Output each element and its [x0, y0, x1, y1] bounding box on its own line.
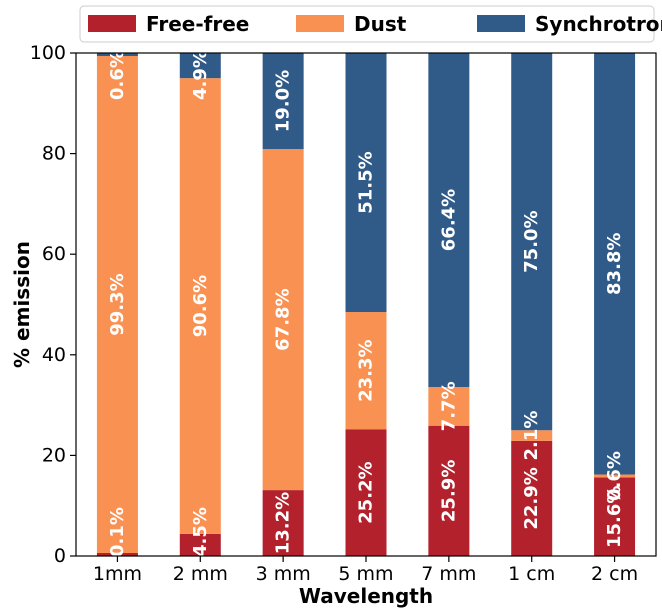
- bar-label-synchrotron-4: 66.4%: [438, 189, 459, 251]
- legend-swatch-synchrotron: [477, 15, 525, 32]
- legend-swatch-free-free: [88, 15, 136, 32]
- x-axis-title: Wavelength: [299, 584, 433, 608]
- bar-label-dust-5: 2.1%: [521, 411, 542, 461]
- bar-synchrotron-6: [594, 53, 636, 475]
- bar-label-free-free-4: 25.9%: [438, 460, 459, 522]
- bar-free-free-6: [594, 477, 636, 556]
- x-tick-label: 2 cm: [591, 563, 638, 585]
- bar-dust-3: [345, 312, 387, 430]
- bar-synchrotron-2: [262, 53, 304, 150]
- y-tick-label: 20: [42, 444, 66, 466]
- bar-dust-5: [511, 430, 553, 441]
- bar-dust-0: [96, 56, 138, 553]
- bar-label-dust-3: 23.3%: [356, 339, 377, 401]
- bar-label-dust-6: 0.6%: [604, 451, 625, 501]
- x-tick-label: 3 mm: [256, 563, 311, 585]
- bar-label-synchrotron-2: 19.0%: [273, 70, 294, 132]
- bar-label-dust-4: 7.7%: [438, 381, 459, 431]
- legend-label-free-free: Free-free: [146, 12, 249, 36]
- bar-dust-1: [179, 78, 221, 534]
- bar-label-synchrotron-5: 75.0%: [521, 210, 542, 272]
- y-tick-label: 100: [30, 42, 66, 64]
- bar-label-dust-0: 99.3%: [107, 273, 128, 335]
- legend: Free-free Dust Synchrotron: [79, 5, 662, 43]
- y-axis-title: % emission: [10, 241, 34, 368]
- y-axis: 0 20 40 60 80 100: [30, 42, 76, 567]
- bar-label-free-free-0: 0.1%: [107, 507, 128, 557]
- bar-free-free-0: [96, 552, 138, 556]
- bar-label-free-free-6: 15.6%: [604, 486, 625, 548]
- y-tick-label: 60: [42, 243, 66, 265]
- bar-label-dust-1: 90.6%: [190, 275, 211, 337]
- bar-synchrotron-5: [511, 53, 553, 431]
- bar-dust-2: [262, 149, 304, 491]
- bar-label-free-free-1: 4.5%: [190, 507, 211, 557]
- bar-dust-4: [428, 386, 470, 426]
- bar-synchrotron-3: [345, 53, 387, 313]
- bar-label-free-free-5: 22.9%: [521, 467, 542, 529]
- bar-synchrotron-4: [428, 53, 470, 387]
- x-tick-label: 5 mm: [338, 563, 393, 585]
- x-tick-label: 2 mm: [173, 563, 228, 585]
- bar-label-synchrotron-0: 0.6%: [107, 50, 128, 100]
- x-axis: 1mm 2 mm 3 mm 5 mm 7 mm 1 cm 2 cm: [93, 556, 638, 585]
- bar-synchrotron-0: [96, 53, 138, 57]
- bar-synchrotron-1: [179, 53, 221, 79]
- y-tick-label: 0: [54, 545, 66, 567]
- bars: [96, 53, 636, 556]
- bar-free-free-1: [179, 533, 221, 556]
- legend-label-dust: Dust: [354, 12, 407, 36]
- x-tick-label: 1 cm: [508, 563, 555, 585]
- bar-label-free-free-2: 13.2%: [273, 492, 294, 554]
- x-tick-label: 7 mm: [421, 563, 476, 585]
- bar-free-free-2: [262, 490, 304, 556]
- bar-label-dust-2: 67.8%: [273, 288, 294, 350]
- bar-labels: 0.1% 99.3% 0.6% 4.5% 90.6% 4.9% 13.2% 67.8% 19.0…: [107, 50, 625, 557]
- bar-free-free-3: [345, 429, 387, 556]
- bar-free-free-5: [511, 440, 553, 556]
- x-tick-label: 1mm: [93, 563, 142, 585]
- y-tick-label: 80: [42, 143, 66, 165]
- legend-swatch-dust: [296, 15, 344, 32]
- plot-area: 0.1% 99.3% 0.6% 4.5% 90.6% 4.9% 13.2% 67.8% 19.0…: [30, 42, 657, 585]
- legend-label-synchrotron: Synchrotron: [535, 12, 662, 36]
- bar-free-free-4: [428, 425, 470, 556]
- bar-dust-6: [594, 474, 636, 478]
- bar-label-free-free-3: 25.2%: [356, 461, 377, 523]
- bar-label-synchrotron-1: 4.9%: [190, 50, 211, 100]
- y-tick-label: 40: [42, 344, 66, 366]
- bar-label-synchrotron-3: 51.5%: [356, 151, 377, 213]
- bar-label-synchrotron-6: 83.8%: [604, 233, 625, 295]
